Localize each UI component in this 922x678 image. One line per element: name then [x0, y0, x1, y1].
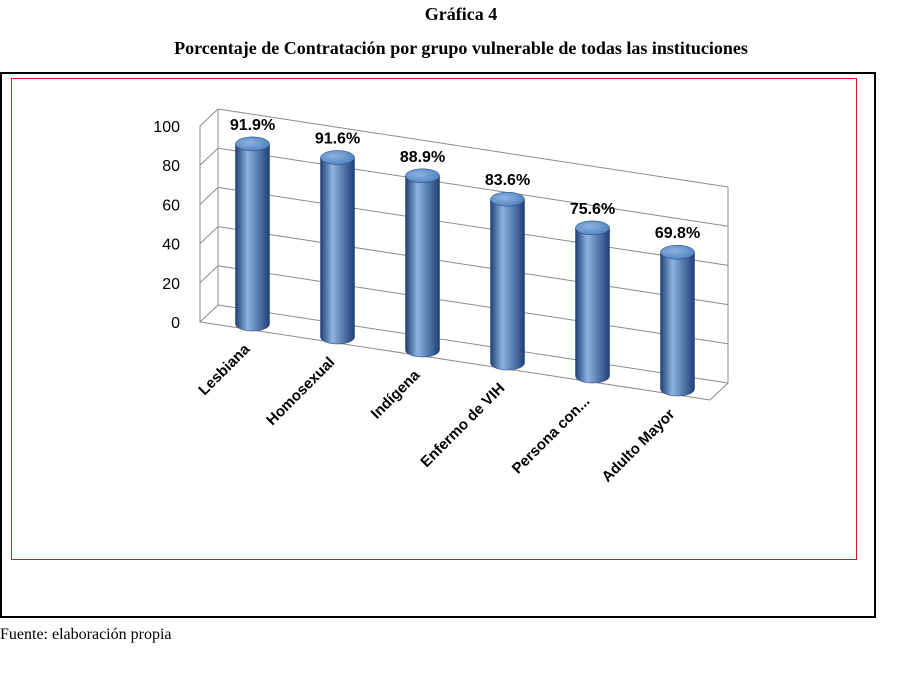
- gridline: [217, 147, 729, 227]
- category-label: Lesbiana: [195, 340, 253, 398]
- floor-edge: [709, 382, 729, 401]
- bar-cap: [235, 136, 270, 152]
- bar-body: [660, 251, 695, 397]
- gridline-side: [199, 226, 219, 244]
- bar-cap: [660, 244, 695, 260]
- bars-layer: [235, 136, 695, 397]
- chart-outer-frame: [0, 72, 876, 618]
- bar-body: [235, 143, 270, 332]
- bar-cap: [320, 150, 355, 165]
- bar-4: [490, 191, 525, 371]
- data-label: 91.9%: [230, 117, 275, 134]
- category-label: Indígena: [368, 366, 424, 422]
- data-label: 91.6%: [315, 130, 360, 147]
- data-label: 83.6%: [485, 172, 530, 189]
- gridline: [217, 186, 729, 266]
- category-label: Homosexual: [263, 354, 338, 429]
- data-label: 88.9%: [400, 149, 445, 166]
- gridline-side: [199, 147, 219, 166]
- y-tick-label: 60: [162, 197, 180, 214]
- category-axis: [199, 321, 711, 401]
- bar-2: [320, 150, 355, 345]
- category-label: Adulto Mayor: [599, 406, 679, 486]
- source-note: Fuente: elaboración propia: [0, 626, 172, 643]
- data-label: 75.6%: [570, 201, 615, 218]
- gridline-side: [199, 304, 219, 323]
- bar-body: [490, 198, 525, 371]
- y-tick-label: 0: [171, 315, 180, 332]
- bar-1: [235, 136, 270, 332]
- gridline: [217, 304, 729, 384]
- gridline: [217, 265, 729, 345]
- bar-6: [660, 244, 695, 397]
- gridline-side: [199, 108, 219, 127]
- gridline-side: [199, 265, 219, 284]
- y-tick-label: 20: [162, 276, 180, 293]
- bar-cap: [490, 191, 525, 207]
- gridline: [217, 226, 729, 306]
- bar-3: [405, 168, 440, 358]
- y-tick-label: 100: [153, 119, 180, 136]
- figure-number: Gráfica 4: [424, 4, 498, 24]
- gridline: [217, 108, 729, 188]
- bar-body: [405, 175, 440, 358]
- bar-cap: [405, 168, 440, 184]
- category-label: Persona con...: [509, 393, 594, 478]
- bar-body: [320, 157, 355, 345]
- category-label: Enfermo de VIH: [417, 380, 508, 471]
- chart-title: Porcentaje de Contratación por grupo vul…: [174, 38, 748, 58]
- gridline-side: [199, 187, 219, 205]
- bar-5: [575, 220, 610, 384]
- y-tick-label: 40: [162, 237, 180, 254]
- bar-body: [575, 227, 610, 384]
- y-tick-label: 80: [162, 158, 180, 175]
- chart-plot-frame: [11, 78, 857, 560]
- axes-layer: [199, 108, 729, 401]
- bar-cap: [575, 220, 610, 236]
- data-label: 69.8%: [655, 225, 700, 242]
